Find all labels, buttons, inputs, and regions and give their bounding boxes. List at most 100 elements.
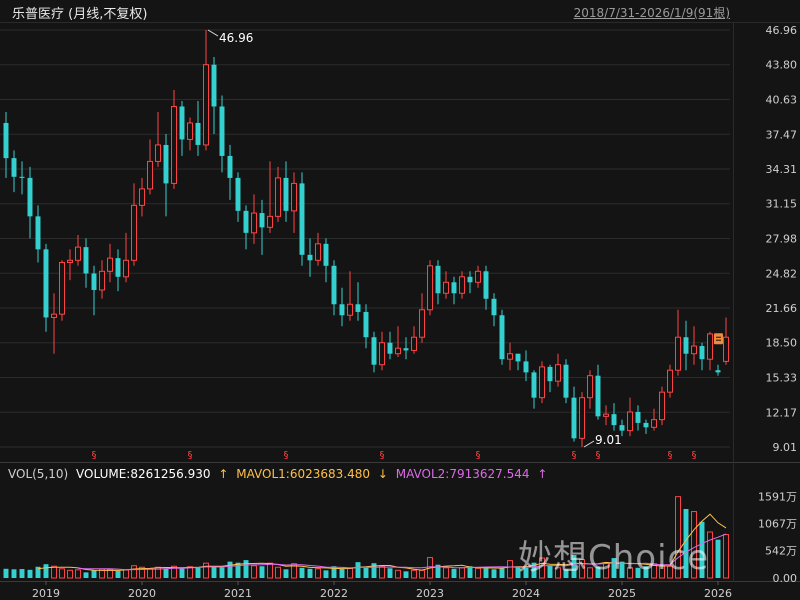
candle-body-down [515, 353, 521, 362]
candle-body-down [563, 364, 569, 398]
price-axis: 46.96 43.80 40.63 37.47 34.31 31.15 27.98 24.82… [766, 24, 798, 454]
dividend-marker: § [692, 450, 697, 461]
candle-body-up [539, 366, 545, 399]
marker-badge[interactable] [714, 333, 723, 345]
candle-body-down [179, 106, 185, 140]
price-tick-label: 43.80 [766, 59, 798, 72]
volume-bar-up [107, 568, 113, 579]
volume-bar-down [451, 568, 457, 578]
mavol2-arrow: ↑ [537, 467, 548, 481]
candle-body-up [99, 270, 105, 291]
candle-body-up [203, 64, 209, 146]
mavol2-value: MAVOL2:7913627.544 [395, 467, 530, 481]
time-tick-label: 2025 [608, 587, 636, 600]
time-axis-line [0, 581, 800, 582]
volume-bar-up [315, 568, 321, 579]
candle-body-down [715, 370, 721, 373]
volume-bar-down [83, 572, 89, 578]
candle-body-down [331, 265, 337, 305]
top-border [0, 22, 800, 23]
volume-bar-up [459, 567, 465, 579]
volume-bar-down [339, 568, 345, 578]
mavol1-arrow: ↓ [377, 467, 388, 481]
volume-bar-down [499, 568, 505, 578]
volume-bar-down [179, 567, 185, 578]
volume-bar-down [387, 568, 393, 578]
volume-bar-up [67, 569, 73, 579]
volume-bar-up [187, 566, 193, 579]
volume-bar-down [571, 555, 577, 578]
candle-body-down [219, 106, 225, 156]
volume-bar-down [523, 567, 529, 578]
volume-bar-up [603, 562, 609, 579]
volume-bar-up [659, 564, 665, 579]
candle-body-up [475, 270, 481, 283]
price-tick-label: 37.47 [766, 128, 798, 141]
dividend-marker: § [572, 450, 577, 461]
volume-bar-down [27, 569, 33, 578]
candle-body-up [139, 188, 145, 206]
volume-bar-down [547, 565, 553, 578]
mavol-lines [37, 513, 727, 571]
candle-body-down [643, 422, 649, 428]
volume-bar-down [323, 570, 329, 578]
candle-body-down [35, 216, 41, 250]
volume-bar-down [259, 566, 265, 578]
time-tick-label: 2019 [32, 587, 60, 600]
volume-bar-down [403, 571, 409, 578]
volume-bar-up [539, 557, 545, 579]
vol-label[interactable]: VOL(5,10) [8, 467, 69, 481]
volume-bar-up [707, 531, 713, 579]
volume-bar-down [371, 563, 377, 578]
volume-bar-up [123, 569, 129, 579]
volume-bar-down [35, 566, 41, 578]
volume-bar-up [171, 565, 177, 579]
candle-body-down [387, 342, 393, 354]
candle-body-up [267, 215, 273, 228]
volume-bar-down [715, 539, 721, 578]
volume-bar-down [491, 569, 497, 578]
low-annotation: 9.01 [595, 433, 622, 447]
volume-bar-down [163, 568, 169, 578]
candle-body-down [635, 411, 641, 423]
latest-bar-badge[interactable] [714, 333, 723, 345]
candle-body-down [531, 372, 537, 398]
candle-body-up [131, 204, 137, 261]
volume-bar-up [627, 567, 633, 579]
date-range[interactable]: 2018/7/31-2026/1/9(91根) [573, 6, 730, 20]
volume-bar-down [91, 570, 97, 578]
volume-bar-up [507, 560, 513, 579]
candle-body-up [123, 259, 129, 278]
volume-bar-down [211, 566, 217, 578]
volume-tick-label: 542万 [765, 544, 797, 557]
candle-body-up [627, 411, 633, 432]
volume-bar-down [595, 566, 601, 578]
candle-body-down [451, 282, 457, 294]
candle-body-down [619, 425, 625, 431]
candle-body-up [75, 246, 81, 261]
volume-bar-down [331, 566, 337, 578]
volume-bar-up [139, 566, 145, 579]
candle-body-down [3, 122, 9, 159]
candle-body-down [483, 271, 489, 299]
volume-bar-down [467, 566, 473, 578]
candle-body-down [11, 158, 17, 177]
candle-body-down [363, 311, 369, 338]
candle-body-up [419, 309, 425, 338]
candlestick-series [3, 30, 729, 447]
candle-body-down [571, 397, 577, 439]
pane-divider [0, 462, 800, 463]
dividend-marker: § [380, 450, 385, 461]
dividend-marker: § [668, 450, 673, 461]
grid-lines [0, 22, 800, 582]
volume-bar-up [651, 563, 657, 579]
price-tick-label: 9.01 [773, 441, 798, 454]
candle-body-down [235, 177, 241, 211]
price-tick-label: 12.17 [766, 406, 798, 419]
volume-bar-up [275, 566, 281, 579]
volume-bar-down [11, 569, 17, 578]
candle-body-down [115, 258, 121, 277]
volume-bar-down [243, 560, 249, 578]
volume-bar-up [147, 568, 153, 579]
volume-bar-down [683, 509, 689, 578]
